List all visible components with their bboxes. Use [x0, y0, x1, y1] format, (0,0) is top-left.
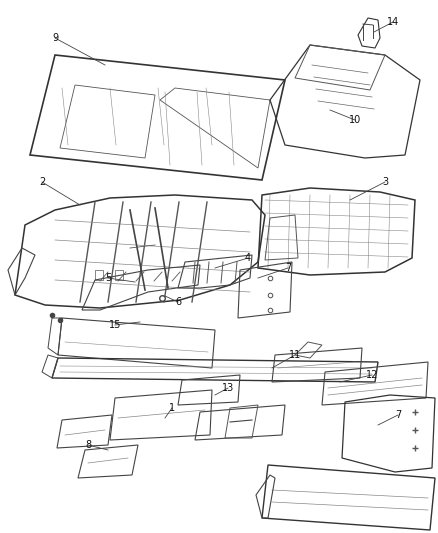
Text: 4: 4: [245, 253, 251, 263]
Text: 9: 9: [52, 33, 58, 43]
Text: 3: 3: [382, 177, 388, 187]
Text: 7: 7: [395, 410, 401, 420]
Text: 14: 14: [387, 17, 399, 27]
Text: 13: 13: [222, 383, 234, 393]
Text: 1: 1: [169, 403, 175, 413]
Text: 10: 10: [349, 115, 361, 125]
Text: 2: 2: [39, 177, 45, 187]
Text: 8: 8: [85, 440, 91, 450]
Text: 12: 12: [366, 370, 378, 380]
Text: 11: 11: [289, 350, 301, 360]
Text: 5: 5: [105, 273, 111, 283]
Text: 7: 7: [285, 263, 291, 273]
Text: 6: 6: [175, 297, 181, 307]
Text: 15: 15: [109, 320, 121, 330]
